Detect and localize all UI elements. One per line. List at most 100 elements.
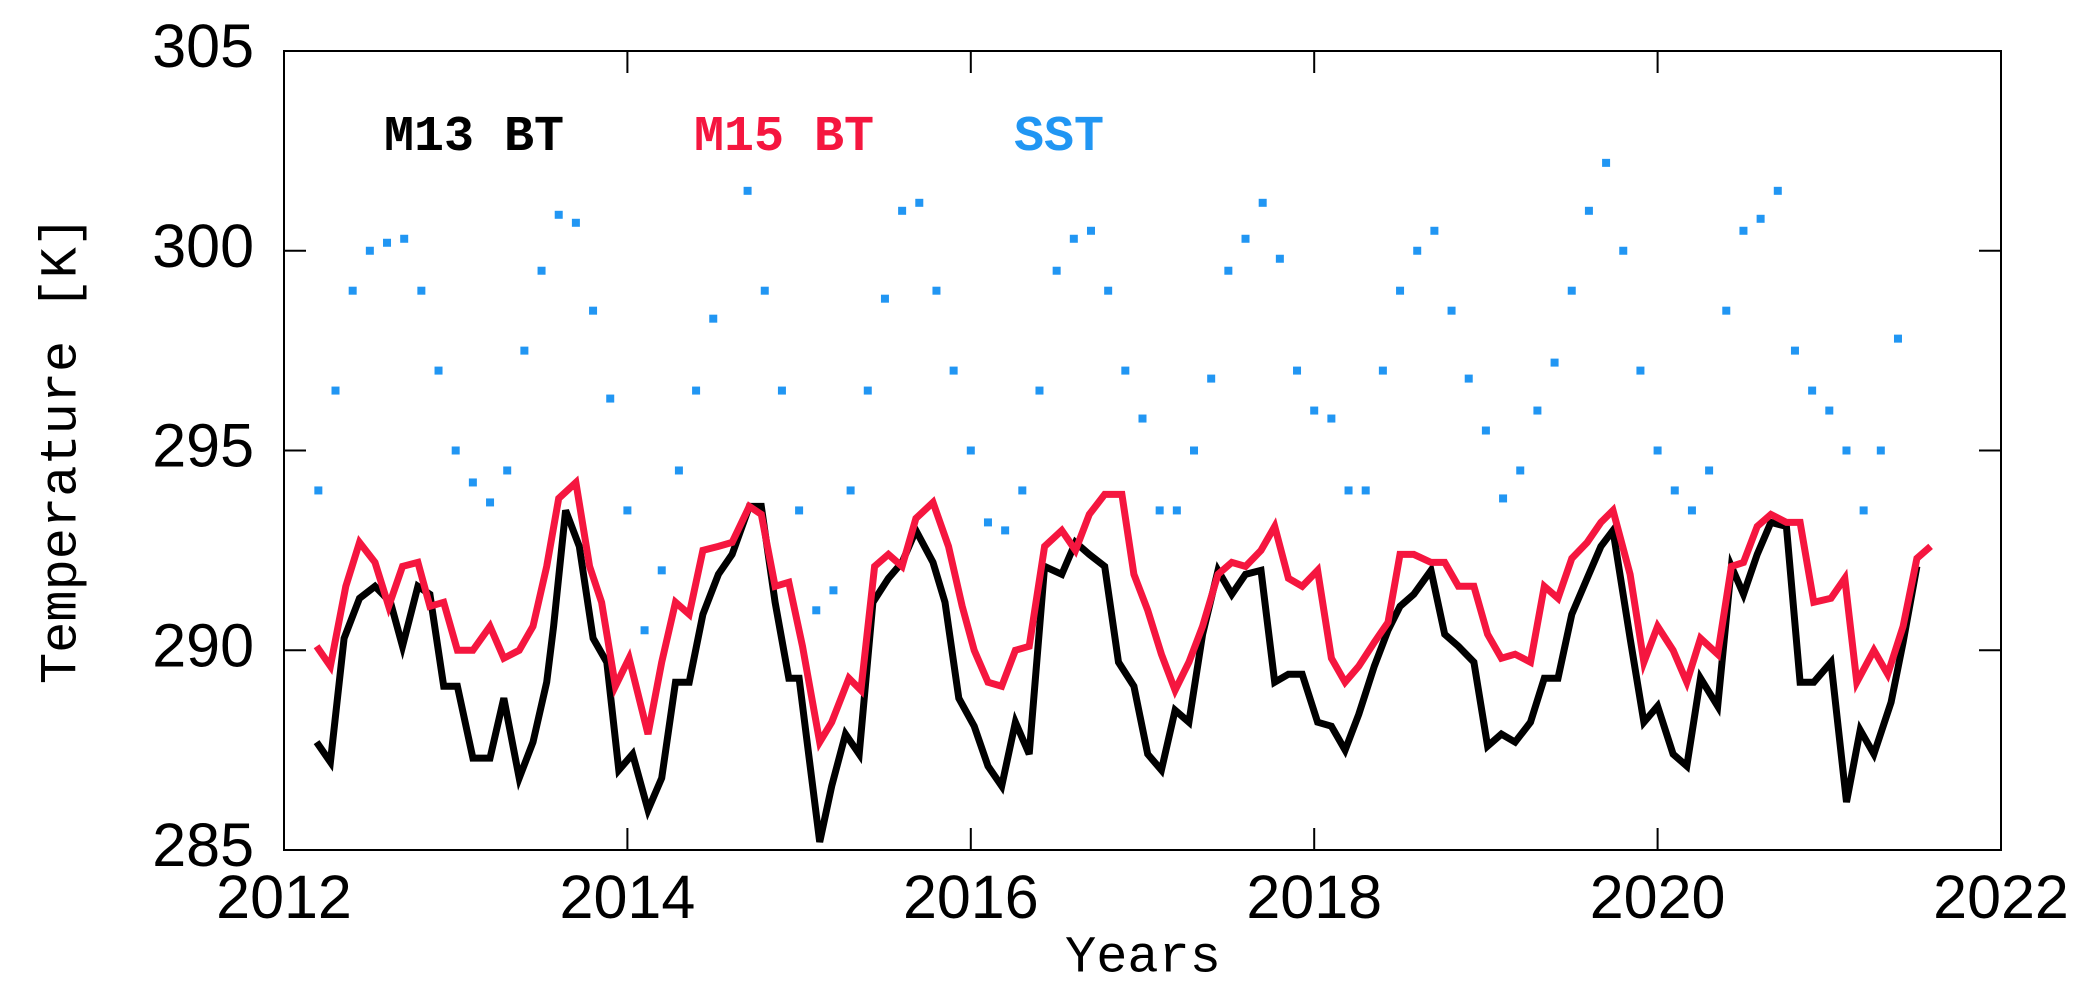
point xyxy=(1670,486,1679,495)
point xyxy=(1773,186,1782,195)
point xyxy=(1104,286,1113,295)
point xyxy=(1430,226,1439,235)
point xyxy=(1172,506,1181,515)
y-tick-label: 285 xyxy=(152,811,254,879)
point xyxy=(1722,306,1731,315)
point xyxy=(537,266,546,275)
x-tick-label: 2012 xyxy=(216,863,352,931)
legend-label: SST xyxy=(1014,109,1104,166)
point xyxy=(589,306,598,315)
point xyxy=(571,218,580,227)
point xyxy=(829,586,838,595)
point xyxy=(1121,366,1130,375)
point xyxy=(880,294,889,303)
point xyxy=(1293,366,1302,375)
point xyxy=(1155,506,1164,515)
point xyxy=(1207,374,1216,383)
point xyxy=(1876,446,1885,455)
point xyxy=(1344,486,1353,495)
plot-frame xyxy=(283,50,2002,851)
point xyxy=(1447,306,1456,315)
point xyxy=(657,566,666,575)
point xyxy=(949,366,958,375)
point xyxy=(1739,226,1748,235)
legend-label: M15 BT xyxy=(694,109,874,166)
point xyxy=(1567,286,1576,295)
point xyxy=(1481,426,1490,435)
point xyxy=(1584,206,1593,215)
x-tick-label: 2016 xyxy=(903,863,1039,931)
y-axis-label: Temperature [K] xyxy=(33,216,92,684)
point xyxy=(486,498,495,507)
point xyxy=(812,606,821,615)
point xyxy=(983,518,992,527)
point xyxy=(331,386,340,395)
point xyxy=(383,238,392,247)
point xyxy=(932,286,941,295)
y-tick-label: 295 xyxy=(152,412,254,480)
point xyxy=(606,394,615,403)
point xyxy=(915,198,924,207)
point xyxy=(1001,526,1010,535)
series-line xyxy=(313,475,1933,752)
point xyxy=(1653,446,1662,455)
series-line xyxy=(313,502,1921,843)
point xyxy=(709,314,718,323)
point xyxy=(1687,506,1696,515)
point xyxy=(1018,486,1027,495)
series-points xyxy=(314,158,1902,635)
point xyxy=(1636,366,1645,375)
point xyxy=(365,246,374,255)
point xyxy=(1413,246,1422,255)
point xyxy=(468,478,477,487)
point xyxy=(623,506,632,515)
point xyxy=(760,286,769,295)
point xyxy=(777,386,786,395)
point xyxy=(1241,234,1250,243)
x-tick-label: 2022 xyxy=(1933,863,2069,931)
point xyxy=(795,506,804,515)
point xyxy=(1310,406,1319,415)
point xyxy=(743,186,752,195)
point xyxy=(348,286,357,295)
point xyxy=(1464,374,1473,383)
point xyxy=(1327,414,1336,423)
point xyxy=(1258,198,1267,207)
point xyxy=(1396,286,1405,295)
y-tick-label: 290 xyxy=(152,611,254,679)
point xyxy=(692,386,701,395)
point xyxy=(1790,346,1799,355)
point xyxy=(1035,386,1044,395)
point xyxy=(1756,214,1765,223)
point xyxy=(1275,254,1284,263)
point xyxy=(1602,158,1611,167)
point xyxy=(1361,486,1370,495)
x-tick-label: 2018 xyxy=(1246,863,1382,931)
point xyxy=(846,486,855,495)
point xyxy=(1705,466,1714,475)
point xyxy=(1499,494,1508,503)
point xyxy=(1808,386,1817,395)
point xyxy=(1516,466,1525,475)
point xyxy=(1825,406,1834,415)
point xyxy=(417,286,426,295)
point xyxy=(1138,414,1147,423)
point xyxy=(1086,226,1095,235)
point xyxy=(1190,446,1199,455)
y-tick-label: 305 xyxy=(152,12,254,80)
point xyxy=(640,626,649,635)
point xyxy=(966,446,975,455)
point xyxy=(1052,266,1061,275)
point xyxy=(451,446,460,455)
point xyxy=(1224,266,1233,275)
point xyxy=(1550,358,1559,367)
point xyxy=(863,386,872,395)
point xyxy=(1893,334,1902,343)
point xyxy=(1069,234,1078,243)
point xyxy=(554,210,563,219)
x-tick-label: 2020 xyxy=(1590,863,1726,931)
point xyxy=(400,234,409,243)
point xyxy=(674,466,683,475)
legend-label: M13 BT xyxy=(384,109,564,166)
